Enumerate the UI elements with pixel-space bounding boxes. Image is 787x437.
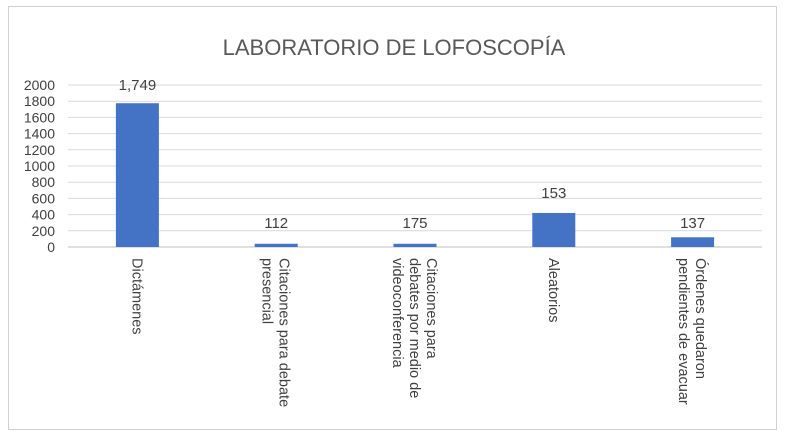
y-tick-label: 800 xyxy=(32,174,56,190)
category-label-line: Dictámenes xyxy=(128,258,144,335)
category-label-line: Órdenes quedaron xyxy=(692,258,709,379)
category-label-line: Aleatorios xyxy=(545,258,561,322)
category-label: Dictámenes xyxy=(128,258,144,335)
y-tick-label: 1000 xyxy=(24,158,55,174)
bars xyxy=(115,103,715,247)
y-tick-label: 200 xyxy=(32,223,56,239)
y-tick-label: 1400 xyxy=(24,126,55,142)
category-label-line: presencial xyxy=(259,258,275,324)
y-tick-label: 1600 xyxy=(24,109,55,125)
gridlines xyxy=(68,84,762,248)
category-label-line: Citaciones para debate xyxy=(276,258,292,407)
y-tick-label: 600 xyxy=(32,190,56,206)
data-labels: 1,749 112 175 153 137 xyxy=(119,77,705,232)
bar xyxy=(115,103,159,247)
category-label: Aleatorios xyxy=(545,258,561,322)
category-label-line: debates por medio de xyxy=(406,258,422,398)
y-tick-label: 400 xyxy=(32,207,56,223)
y-tick-label: 0 xyxy=(47,239,55,255)
data-label: 175 xyxy=(402,215,427,232)
data-label: 1,749 xyxy=(119,77,157,94)
bar xyxy=(671,237,715,247)
category-labels: Dictámenes Citaciones para debatepresenci… xyxy=(128,258,709,407)
y-tick-label: 2000 xyxy=(24,77,55,93)
data-label: 153 xyxy=(541,185,566,202)
bar xyxy=(254,243,298,247)
category-label-line: pendientes de evacuar xyxy=(675,258,691,405)
category-label-line: Citaciones para xyxy=(423,258,439,360)
data-label: 112 xyxy=(264,215,288,232)
category-label-line: videoconferencia xyxy=(389,258,405,369)
chart-title: LABORATORIO DE LOFOSCOPÍA xyxy=(223,35,566,60)
bar xyxy=(532,212,576,247)
y-tick-label: 1800 xyxy=(24,93,55,109)
y-tick-label: 1200 xyxy=(24,142,55,158)
data-label: 137 xyxy=(680,215,705,232)
bar xyxy=(393,243,437,247)
